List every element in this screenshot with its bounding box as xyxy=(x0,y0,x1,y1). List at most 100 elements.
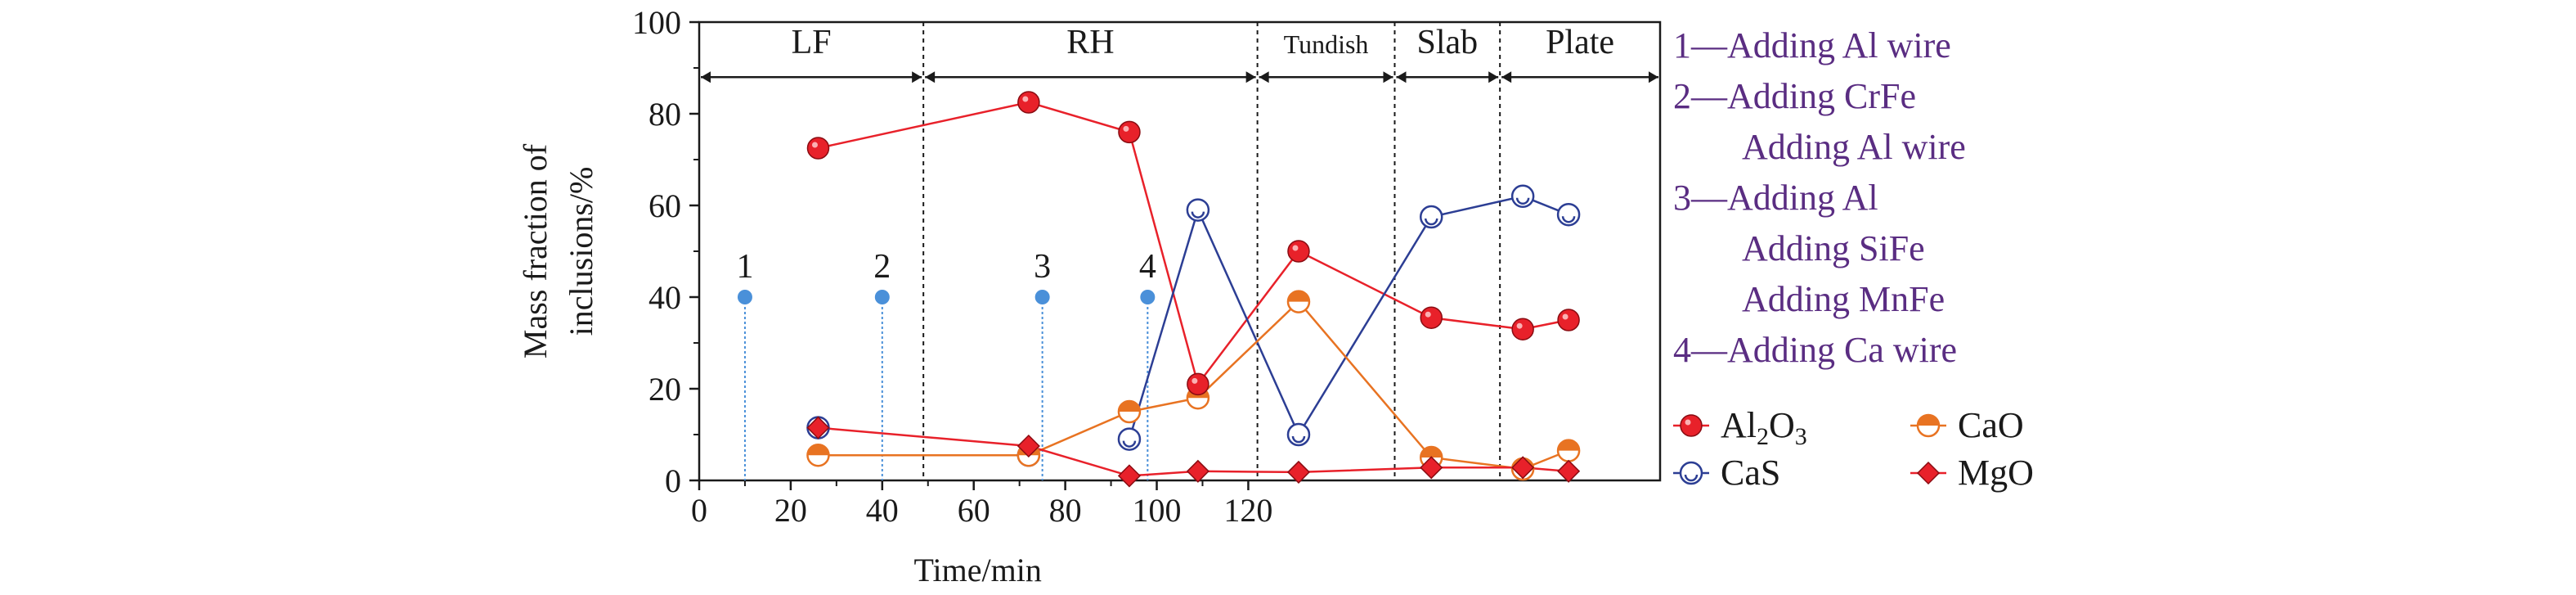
marker-body xyxy=(1916,461,1941,485)
marker-inner-arc xyxy=(1424,218,1438,226)
x-tick-label: 100 xyxy=(1133,492,1182,529)
event-marker xyxy=(1140,290,1156,304)
data-point-cao xyxy=(1556,439,1581,462)
marker-body xyxy=(1680,414,1703,437)
stage-arrowhead xyxy=(912,71,922,83)
stage-arrowhead xyxy=(1245,71,1256,83)
marker-body xyxy=(1511,456,1535,480)
data-point-al2o3 xyxy=(1118,120,1141,144)
data-point-mgo xyxy=(1420,456,1443,480)
note-line: 1—Adding Al wire xyxy=(1673,25,1951,65)
note-line: Adding MnFe xyxy=(1742,279,1945,319)
marker-body xyxy=(1420,306,1443,329)
data-point-mgo xyxy=(1511,456,1535,480)
note-line: Adding SiFe xyxy=(1742,228,1925,268)
legend-label-mgo: MgO xyxy=(1958,453,2034,493)
stage-label-lf: LF xyxy=(792,24,832,61)
stage-arrowhead xyxy=(1501,71,1512,83)
stage-arrowhead xyxy=(1396,71,1407,83)
data-point-mgo xyxy=(1557,459,1581,483)
marker-fill xyxy=(1420,447,1443,458)
marker-body xyxy=(806,416,830,439)
marker-body xyxy=(1557,459,1581,483)
axis-labels: Time/min Mass fraction of inclusions/% xyxy=(517,143,1042,588)
marker-fill xyxy=(1118,401,1140,412)
marker-body xyxy=(1186,459,1209,483)
marker-highlight xyxy=(1425,311,1431,318)
plot-area: 0 20 40 60 80 100 0 20 40 60 80 100 120 LF RH Tundish Sl… xyxy=(632,4,1662,529)
stage-arrowhead xyxy=(925,71,936,83)
marker-body xyxy=(806,137,830,160)
marker-body xyxy=(1118,120,1141,144)
data-point-cas xyxy=(1117,427,1142,451)
stage-label-plate: Plate xyxy=(1546,24,1614,61)
y-tick-label: 100 xyxy=(632,4,681,41)
marker-highlight xyxy=(1292,245,1299,251)
y-tick-label: 60 xyxy=(648,187,681,224)
legend-marker-al2o3 xyxy=(1680,414,1703,437)
marker-highlight xyxy=(1562,313,1568,320)
data-point-cao xyxy=(1286,290,1311,313)
stage-arrowhead xyxy=(1488,71,1499,83)
legend-label-al2o3: Al2O3 xyxy=(1721,405,1807,450)
marker-highlight xyxy=(1516,322,1523,329)
x-axis-label: Time/min xyxy=(914,552,1042,588)
x-tick-label: 0 xyxy=(691,492,707,529)
y-axis-label-line-2: inclusions/% xyxy=(563,167,599,336)
event-label: 1 xyxy=(736,248,753,286)
marker-inner-arc xyxy=(1291,435,1306,444)
marker-highlight xyxy=(811,142,818,148)
event-label: 3 xyxy=(1034,248,1051,286)
stage-label-slab: Slab xyxy=(1416,24,1478,61)
marker-highlight xyxy=(1123,125,1129,132)
data-point-mgo xyxy=(806,416,830,439)
event-label: 2 xyxy=(873,248,891,286)
event-marker xyxy=(1034,290,1050,304)
marker-fill xyxy=(807,444,829,456)
y-tick-label: 40 xyxy=(648,279,681,316)
plot-frame xyxy=(698,20,1662,482)
legend-text: Al xyxy=(1721,405,1757,445)
y-axis-label-line-1: Mass fraction of xyxy=(517,143,554,358)
legend: Al2O3 CaO CaS MgO xyxy=(1673,405,2034,493)
legend-text: O xyxy=(1769,405,1795,445)
data-point-al2o3 xyxy=(1420,306,1443,329)
marker-body xyxy=(1511,318,1534,340)
marker-body xyxy=(1286,460,1311,484)
stage-arrowhead xyxy=(1259,71,1269,83)
data-point-cao xyxy=(1117,399,1142,424)
data-point-al2o3 xyxy=(1287,240,1310,263)
data-point-cas xyxy=(1286,422,1311,447)
x-tick-label: 60 xyxy=(958,492,990,529)
legend-subscript: 3 xyxy=(1795,423,1807,450)
data-point-al2o3 xyxy=(1187,372,1209,396)
data-point-al2o3 xyxy=(806,137,830,160)
marker-inner-arc xyxy=(1684,474,1699,482)
event-label: 4 xyxy=(1139,248,1156,286)
marker-body xyxy=(1017,91,1040,114)
note-line: Adding Al wire xyxy=(1742,127,1966,167)
data-point-cas xyxy=(1510,184,1535,209)
legend-subscript: 2 xyxy=(1757,423,1769,450)
data-point-al2o3 xyxy=(1557,309,1580,331)
legend-label-cas: CaS xyxy=(1721,453,1780,493)
data-point-cas xyxy=(1186,198,1210,222)
x-tick-label: 20 xyxy=(774,492,807,529)
marker-body xyxy=(1187,372,1209,396)
legend-marker-mgo xyxy=(1916,461,1941,485)
marker-body xyxy=(1557,309,1580,331)
legend-marker-cas xyxy=(1679,461,1703,485)
event-marker xyxy=(874,290,890,304)
y-tick-label: 0 xyxy=(665,462,681,499)
marker-highlight xyxy=(1192,377,1198,384)
marker-inner-arc xyxy=(1191,211,1205,219)
event-marker xyxy=(737,290,752,304)
legend-label-cao: CaO xyxy=(1958,405,2024,445)
data-point-mgo xyxy=(1117,464,1142,488)
data-point-mgo xyxy=(1286,460,1311,484)
marker-fill xyxy=(1918,415,1939,426)
marker-body xyxy=(1287,240,1310,263)
stage-arrowhead xyxy=(1649,71,1658,83)
note-line: 4—Adding Ca wire xyxy=(1673,330,1957,370)
